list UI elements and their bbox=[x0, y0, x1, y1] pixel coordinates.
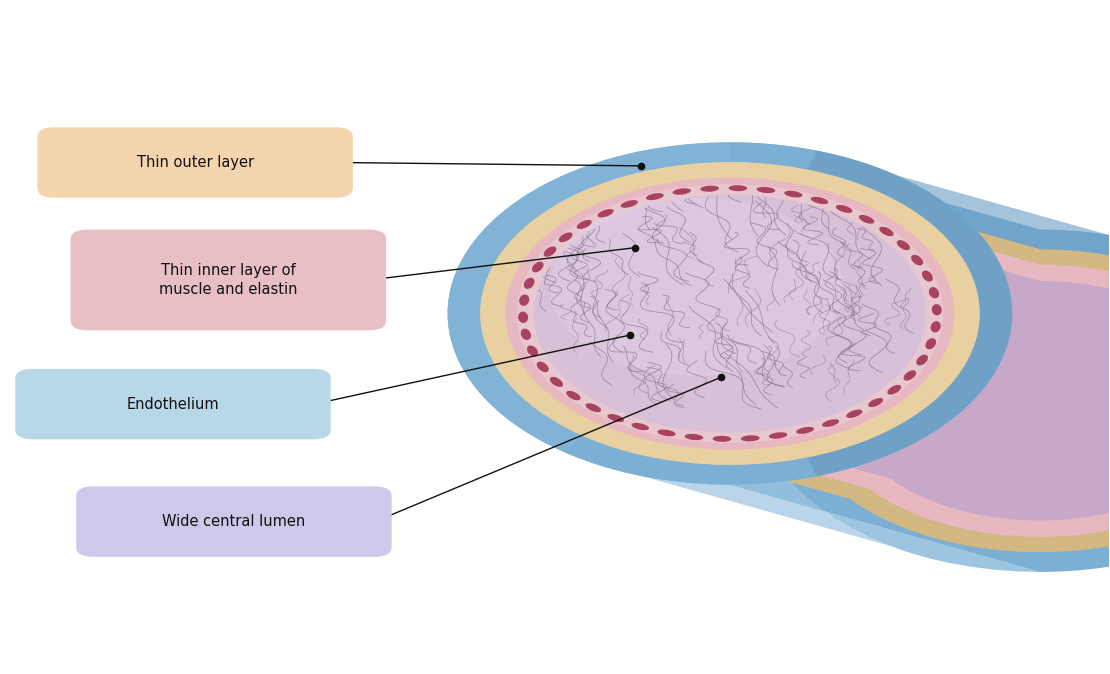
Ellipse shape bbox=[836, 205, 852, 213]
Ellipse shape bbox=[524, 278, 534, 289]
Ellipse shape bbox=[534, 195, 926, 433]
Ellipse shape bbox=[846, 410, 862, 418]
Polygon shape bbox=[533, 193, 1040, 520]
Polygon shape bbox=[730, 162, 1110, 552]
Polygon shape bbox=[506, 177, 1040, 537]
Ellipse shape bbox=[527, 346, 538, 357]
Ellipse shape bbox=[713, 436, 731, 442]
Ellipse shape bbox=[447, 142, 1012, 485]
Ellipse shape bbox=[1012, 272, 1068, 530]
Ellipse shape bbox=[657, 429, 676, 436]
Ellipse shape bbox=[740, 435, 759, 441]
Ellipse shape bbox=[517, 184, 944, 443]
Ellipse shape bbox=[810, 197, 828, 204]
Ellipse shape bbox=[879, 226, 894, 236]
Polygon shape bbox=[447, 151, 952, 563]
Text: Thin inner layer of
muscle and elastin: Thin inner layer of muscle and elastin bbox=[159, 263, 297, 297]
Ellipse shape bbox=[859, 215, 875, 224]
Text: Thin outer layer: Thin outer layer bbox=[137, 155, 254, 170]
Ellipse shape bbox=[685, 434, 704, 440]
Polygon shape bbox=[730, 142, 1110, 572]
Polygon shape bbox=[447, 142, 1040, 572]
Ellipse shape bbox=[620, 200, 638, 208]
Ellipse shape bbox=[519, 295, 529, 306]
Ellipse shape bbox=[930, 321, 941, 332]
Ellipse shape bbox=[537, 361, 548, 372]
Ellipse shape bbox=[544, 247, 556, 257]
Polygon shape bbox=[730, 193, 1110, 520]
Ellipse shape bbox=[931, 304, 941, 315]
Ellipse shape bbox=[566, 391, 581, 400]
Ellipse shape bbox=[926, 338, 936, 349]
Ellipse shape bbox=[917, 355, 928, 365]
Ellipse shape bbox=[728, 185, 747, 191]
Ellipse shape bbox=[929, 287, 939, 299]
Ellipse shape bbox=[897, 240, 910, 250]
Ellipse shape bbox=[585, 403, 602, 412]
Polygon shape bbox=[481, 162, 1040, 552]
Ellipse shape bbox=[1015, 281, 1066, 520]
FancyBboxPatch shape bbox=[16, 369, 331, 439]
Polygon shape bbox=[730, 177, 1110, 537]
Ellipse shape bbox=[785, 191, 803, 197]
Ellipse shape bbox=[868, 398, 884, 407]
Ellipse shape bbox=[823, 419, 839, 427]
FancyBboxPatch shape bbox=[71, 230, 386, 330]
Ellipse shape bbox=[922, 270, 932, 282]
Polygon shape bbox=[896, 175, 1110, 539]
Ellipse shape bbox=[607, 414, 624, 422]
Ellipse shape bbox=[796, 427, 814, 434]
Ellipse shape bbox=[911, 255, 924, 266]
Ellipse shape bbox=[769, 432, 787, 439]
Ellipse shape bbox=[532, 262, 544, 272]
Ellipse shape bbox=[549, 197, 844, 376]
Text: Endothelium: Endothelium bbox=[127, 396, 220, 412]
Ellipse shape bbox=[1008, 249, 1072, 552]
Ellipse shape bbox=[1003, 230, 1077, 572]
Ellipse shape bbox=[632, 423, 649, 430]
FancyBboxPatch shape bbox=[77, 487, 392, 557]
Polygon shape bbox=[447, 142, 730, 452]
Ellipse shape bbox=[1011, 265, 1069, 537]
Ellipse shape bbox=[646, 193, 664, 200]
Ellipse shape bbox=[597, 209, 614, 218]
Ellipse shape bbox=[558, 233, 573, 242]
Ellipse shape bbox=[673, 188, 692, 195]
Ellipse shape bbox=[904, 370, 916, 381]
FancyBboxPatch shape bbox=[38, 127, 353, 197]
Ellipse shape bbox=[480, 162, 980, 465]
Ellipse shape bbox=[757, 187, 775, 193]
Ellipse shape bbox=[505, 177, 955, 450]
Polygon shape bbox=[730, 151, 1012, 477]
Ellipse shape bbox=[887, 385, 901, 394]
Ellipse shape bbox=[549, 377, 563, 387]
Ellipse shape bbox=[700, 185, 719, 191]
Ellipse shape bbox=[518, 311, 528, 323]
Text: Wide central lumen: Wide central lumen bbox=[162, 514, 305, 529]
Ellipse shape bbox=[577, 220, 592, 229]
Ellipse shape bbox=[521, 329, 531, 340]
